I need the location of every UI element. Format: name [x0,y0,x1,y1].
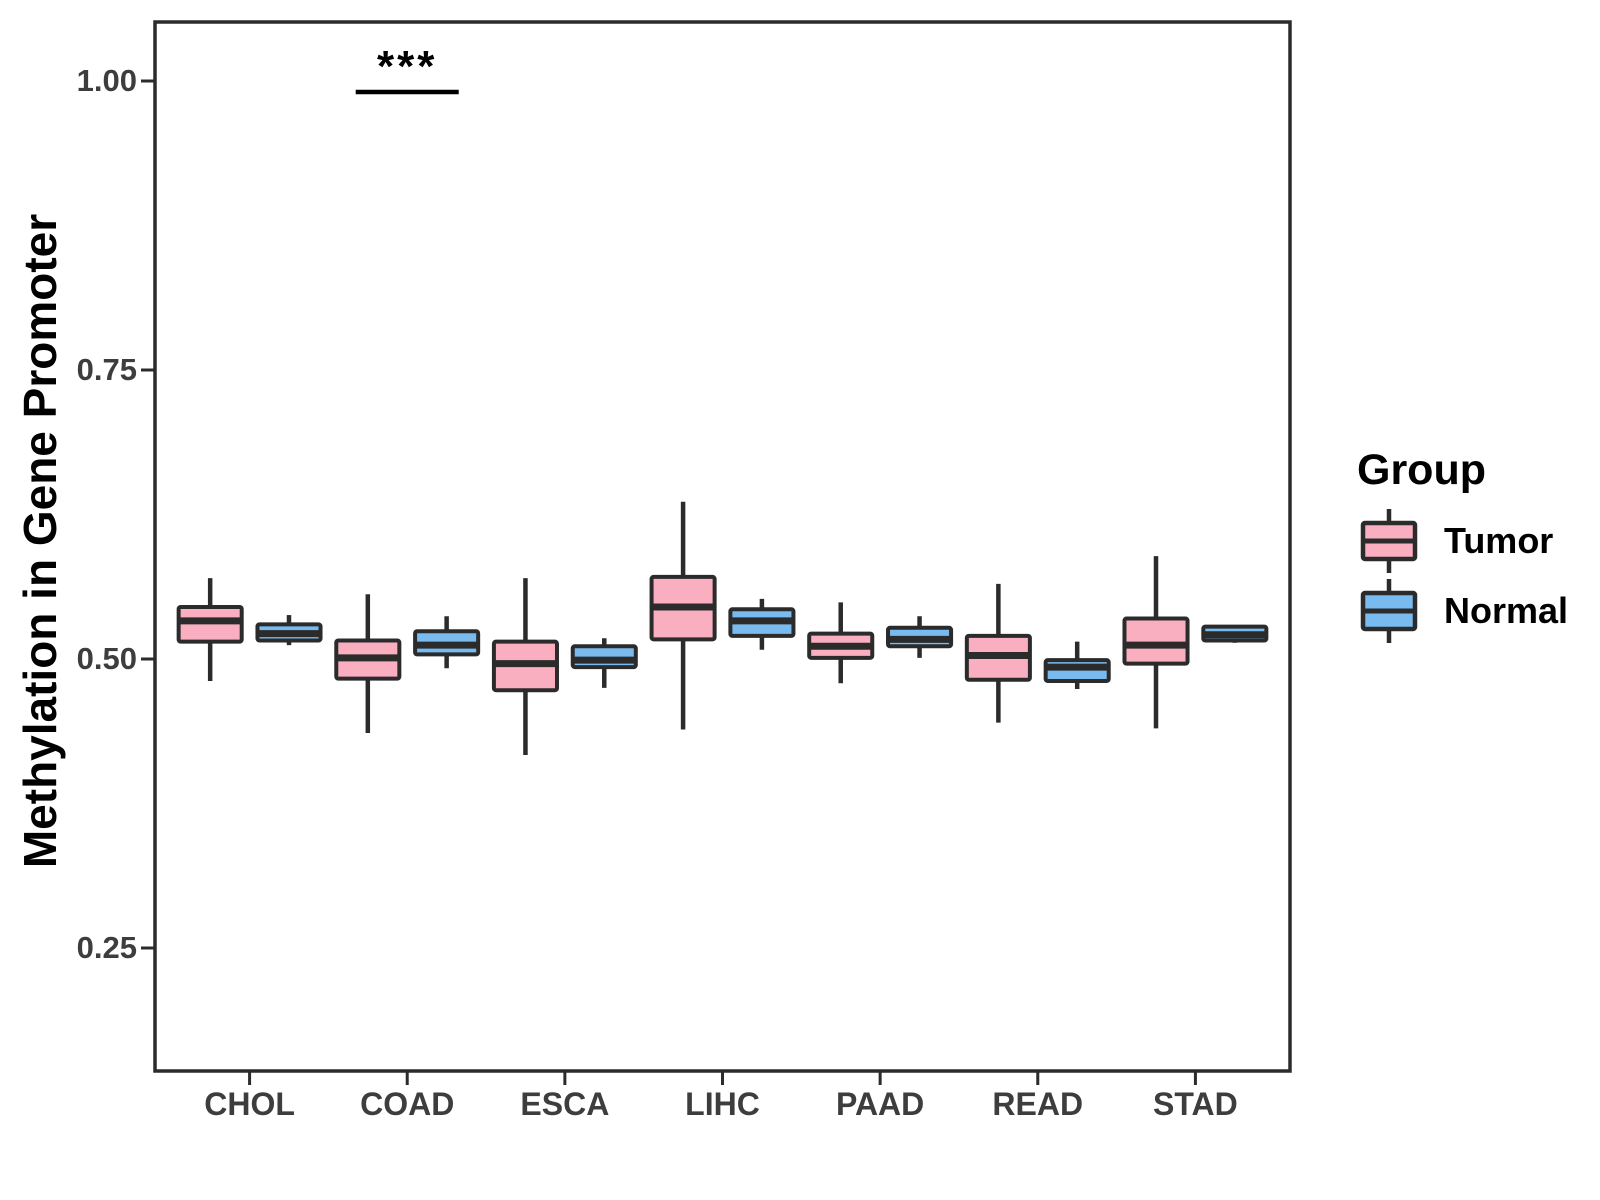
iqr-box [1122,616,1190,666]
box-normal-PAAD [886,616,954,658]
x-tick-label-read: READ [992,1086,1084,1122]
y-tick-label: 1.00 [76,63,137,98]
box-normal-READ [1043,641,1111,690]
normal-boxplot-key-icon [1360,579,1418,643]
y-axis-title: Methylation in Gene Promoter [14,213,66,869]
x-tick-label-paad: PAAD [835,1086,925,1122]
legend-item-label: Tumor [1444,520,1554,561]
box-tumor-LIHC [649,501,717,730]
legend-item-normal: Normal [1360,576,1568,646]
box-tumor-READ [964,583,1032,723]
legend-item-label: Normal [1444,590,1569,631]
box-normal-ESCA [570,638,638,688]
box-normal-STAD [1201,624,1269,643]
x-tick-label-esca: ESCA [520,1086,610,1122]
significance-stars: *** [377,42,438,91]
box-tumor-ESCA [491,578,559,755]
box-normal-LIHC [728,598,796,650]
legend-item-tumor: Tumor [1360,506,1553,576]
x-tick-label-lihc: LIHC [685,1086,760,1122]
x-tick-label-stad: STAD [1153,1086,1238,1122]
y-tick-label: 0.75 [76,352,137,387]
y-tick-label: 0.50 [76,641,137,676]
tumor-boxplot-key-icon [1360,509,1418,573]
box-tumor-COAD [334,594,402,733]
box-tumor-STAD [1122,556,1190,729]
x-tick-label-chol: CHOL [204,1086,295,1122]
y-tick-label: 0.25 [76,930,137,965]
x-tick-label-coad: COAD [360,1086,455,1122]
panel-border [153,20,1292,1073]
box-tumor-PAAD [807,602,875,684]
legend-title: Group [1357,446,1486,494]
box-tumor-CHOL [176,578,244,681]
box-normal-CHOL [255,615,323,646]
box-normal-COAD [413,616,481,669]
